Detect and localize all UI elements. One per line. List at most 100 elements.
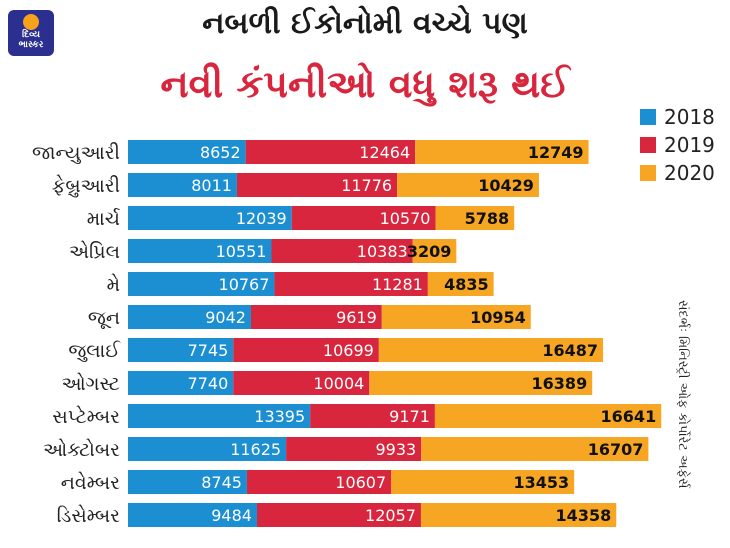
bar-2020 [420,503,617,527]
data-label-2020: 13453 [513,473,569,492]
bar-2019 [245,140,416,164]
brand-logo: દિવ્ય ભાસ્કર [8,10,54,56]
data-label-2019: 9933 [375,440,416,459]
category-label: જુલાઈ [68,340,121,362]
data-label-2020: 3209 [407,242,452,261]
data-label-2020: 10429 [478,176,534,195]
bar-2019 [250,305,382,329]
bar-2019 [246,470,392,494]
bar-2019 [291,206,436,230]
bar-2020 [421,437,649,461]
data-label-2019: 11776 [341,176,392,195]
data-label-2018: 11625 [230,440,281,459]
bar-2018 [128,140,246,164]
data-label-2018: 9042 [205,308,246,327]
bar-2018 [128,272,275,296]
chart-legend: 2018 2019 2020 [640,103,715,187]
bar-2020 [369,371,593,395]
bar-2020 [427,272,494,296]
category-label: જાન્યુઆરી [32,142,120,164]
data-label-2018: 10551 [216,242,267,261]
category-label: ફેબ્રુઆરી [52,175,120,197]
data-label-2018: 8652 [200,143,241,162]
bar-2020 [435,206,515,230]
bar-2019 [233,371,370,395]
data-label-2019: 10004 [313,374,364,393]
data-label-2018: 9484 [211,506,252,525]
data-label-2019: 11281 [372,275,423,294]
bar-2020 [415,140,589,164]
bar-2019 [236,173,398,197]
data-label-2020: 16707 [588,440,644,459]
data-label-2019: 9619 [336,308,377,327]
bar-2018 [128,371,234,395]
data-label-2020: 12749 [528,143,584,162]
legend-item-2019: 2019 [640,131,715,159]
bar-2019 [274,272,428,296]
data-label-2018: 7745 [188,341,229,360]
data-label-2018: 8745 [201,473,242,492]
data-label-2018: 13395 [254,407,305,426]
category-label: માર્ચ [87,208,120,230]
data-label-2020: 16641 [601,407,657,426]
bar-2018 [128,503,257,527]
bar-2018 [128,404,311,428]
bar-2020 [378,338,604,362]
bar-2020 [397,173,539,197]
data-label-2019: 10607 [335,473,386,492]
bar-2019 [310,404,435,428]
category-label: ઓક્ટોબર [43,439,120,461]
bar-2018 [128,338,234,362]
data-label-2020: 16389 [532,374,588,393]
legend-swatch [640,165,656,181]
bar-2019 [256,503,421,527]
category-label: ઓગસ્ટ [61,373,120,395]
bar-2018 [128,239,272,263]
legend-swatch [640,109,656,125]
bar-2020 [381,305,531,329]
category-label: સપ્ટેમ્બર [52,406,120,428]
legend-item-2020: 2020 [640,159,715,187]
data-label-2019: 10570 [380,209,431,228]
data-label-2018: 8011 [191,176,232,195]
category-label: ડિસેમ્બર [57,505,121,527]
data-label-2019: 12464 [359,143,410,162]
bar-2018 [128,305,251,329]
source-credit: સંદર્ભઃ મિનિસ્ટ્રી ઓફ કોર્પોરેટ અફેર્સ [675,300,690,489]
chart-title-line2: નવી કંપનીઓ વધુ શરૂ થઈ [160,62,570,106]
legend-item-2018: 2018 [640,103,715,131]
bar-2018 [128,206,292,230]
data-label-2018: 10767 [219,275,270,294]
data-label-2019: 10383 [357,242,408,261]
bar-2018 [128,470,247,494]
bar-2020 [434,404,662,428]
data-label-2020: 16487 [542,341,598,360]
data-label-2019: 10699 [323,341,374,360]
bar-2018 [128,437,287,461]
data-label-2020: 5788 [465,209,510,228]
bar-2020 [412,239,457,263]
legend-swatch [640,137,656,153]
legend-label: 2019 [664,133,715,157]
data-label-2018: 12039 [236,209,287,228]
data-label-2018: 7740 [188,374,229,393]
data-label-2020: 4835 [444,275,489,294]
bar-2019 [286,437,422,461]
bar-2019 [271,239,413,263]
category-label: એપ્રિલ [69,241,120,263]
logo-text: દિવ્ય ભાસ્કર [18,30,44,50]
category-label: મે [107,274,120,296]
sun-icon [23,14,39,30]
category-label: નવેમ્બર [61,472,120,494]
data-label-2020: 14358 [556,506,612,525]
category-label: જૂન [88,307,120,329]
legend-label: 2018 [664,105,715,129]
data-label-2019: 12057 [365,506,416,525]
data-label-2020: 10954 [470,308,526,327]
chart-title-line1: નબળી ઈકોનોમી વચ્ચે પણ [202,6,528,41]
bar-2019 [233,338,379,362]
data-label-2019: 9171 [389,407,430,426]
legend-label: 2020 [664,161,715,185]
bar-2020 [391,470,575,494]
